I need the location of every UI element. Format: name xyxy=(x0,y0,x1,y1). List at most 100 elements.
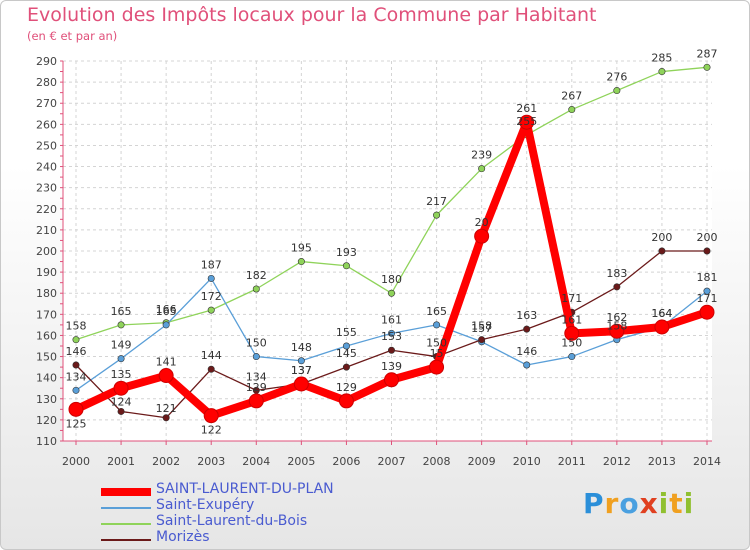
data-label: 149 xyxy=(111,339,132,352)
y-tick-label: 120 xyxy=(36,414,57,427)
data-label: 158 xyxy=(606,320,627,333)
data-label: 124 xyxy=(111,395,132,408)
data-label: 146 xyxy=(516,345,537,358)
series-point-0 xyxy=(158,368,174,384)
data-label: 163 xyxy=(516,309,537,322)
data-label: 267 xyxy=(561,90,582,103)
data-label: 193 xyxy=(336,246,357,259)
x-tick-label: 2006 xyxy=(332,455,360,468)
data-label: 172 xyxy=(201,290,222,303)
series-point-1 xyxy=(252,353,260,361)
x-tick-label: 2011 xyxy=(558,455,586,468)
data-label: 171 xyxy=(697,292,718,305)
x-tick-label: 2003 xyxy=(197,455,225,468)
data-label: 161 xyxy=(561,313,582,326)
data-label: 137 xyxy=(291,364,312,377)
series-point-0 xyxy=(609,323,625,339)
logo-letter: i xyxy=(683,487,695,520)
series-point-2 xyxy=(568,106,576,114)
series-point-1 xyxy=(703,287,711,295)
series-point-0 xyxy=(293,376,309,392)
data-label: 134 xyxy=(246,370,267,383)
data-label: 255 xyxy=(516,115,537,128)
data-label: 134 xyxy=(66,370,87,383)
legend-swatch xyxy=(101,507,151,509)
data-label: 287 xyxy=(697,47,718,60)
logo-letter: o xyxy=(619,487,640,520)
y-tick-label: 270 xyxy=(36,97,57,110)
series-point-3 xyxy=(162,414,170,422)
y-tick-label: 230 xyxy=(36,182,57,195)
data-label: 148 xyxy=(291,341,312,354)
chart-title: Evolution des Impôts locaux pour la Comm… xyxy=(27,4,597,26)
logo-letter: i xyxy=(658,487,670,520)
x-tick-label: 2009 xyxy=(468,455,496,468)
data-label: 146 xyxy=(66,345,87,358)
data-label: 200 xyxy=(651,231,672,244)
x-tick-label: 2005 xyxy=(287,455,315,468)
data-label: 150 xyxy=(426,337,447,350)
series-point-3 xyxy=(72,361,80,369)
data-label: 121 xyxy=(156,402,177,415)
data-label: 182 xyxy=(246,269,267,282)
series-point-3 xyxy=(342,363,350,371)
series-point-3 xyxy=(207,365,215,373)
series-point-2 xyxy=(342,262,350,270)
series-point-2 xyxy=(207,306,215,314)
data-label: 15 xyxy=(430,347,444,360)
series-point-3 xyxy=(523,325,531,333)
proxiti-logo: Proxiti xyxy=(583,487,694,520)
series-point-2 xyxy=(117,321,125,329)
x-tick-label: 2002 xyxy=(152,455,180,468)
y-tick-label: 180 xyxy=(36,287,57,300)
data-label: 164 xyxy=(651,307,672,320)
series-point-0 xyxy=(203,408,219,424)
y-tick-label: 130 xyxy=(36,393,57,406)
data-label: 164 xyxy=(651,307,672,320)
series-point-0 xyxy=(384,372,399,388)
y-tick-label: 110 xyxy=(36,435,57,448)
x-tick-label: 2007 xyxy=(378,455,406,468)
series-point-1 xyxy=(342,342,350,350)
series-point-0 xyxy=(519,114,535,130)
series-point-3 xyxy=(658,247,666,255)
x-tick-label: 2013 xyxy=(648,455,676,468)
series-point-2 xyxy=(658,68,666,76)
series-point-0 xyxy=(68,401,84,417)
y-tick-label: 140 xyxy=(36,372,57,385)
data-label: 183 xyxy=(606,267,627,280)
data-label: 165 xyxy=(426,305,447,318)
data-label: 239 xyxy=(471,149,492,162)
data-label: 150 xyxy=(561,337,582,350)
series-point-2 xyxy=(387,289,395,297)
series-point-3 xyxy=(613,283,621,291)
data-label: 181 xyxy=(697,271,718,284)
data-label: 125 xyxy=(66,417,87,430)
x-tick-label: 2004 xyxy=(242,455,270,468)
legend-item: SAINT-LAURENT-DU-PLAN xyxy=(101,481,421,499)
data-label: 139 xyxy=(381,360,402,373)
series-point-0 xyxy=(113,380,129,396)
data-label: 162 xyxy=(606,311,627,324)
series-point-0 xyxy=(699,304,715,320)
x-tick-label: 2001 xyxy=(107,455,135,468)
data-label: 157 xyxy=(471,322,492,335)
data-label: 144 xyxy=(201,349,222,362)
legend-swatch xyxy=(101,523,151,525)
series-point-2 xyxy=(478,165,486,173)
data-label: 180 xyxy=(381,273,402,286)
data-label: 261 xyxy=(516,102,537,115)
logo-letter: r xyxy=(604,487,620,520)
data-label: 285 xyxy=(651,52,672,65)
legend-swatch xyxy=(101,488,151,496)
series-point-1 xyxy=(387,329,395,337)
data-label: 135 xyxy=(111,368,132,381)
x-tick-label: 2000 xyxy=(62,455,90,468)
data-label: 187 xyxy=(201,258,222,271)
y-tick-label: 260 xyxy=(36,118,57,131)
legend-label: SAINT-LAURENT-DU-PLAN xyxy=(156,481,334,497)
series-point-1 xyxy=(162,321,170,329)
data-label: 129 xyxy=(336,381,357,394)
series-point-1 xyxy=(72,386,80,394)
